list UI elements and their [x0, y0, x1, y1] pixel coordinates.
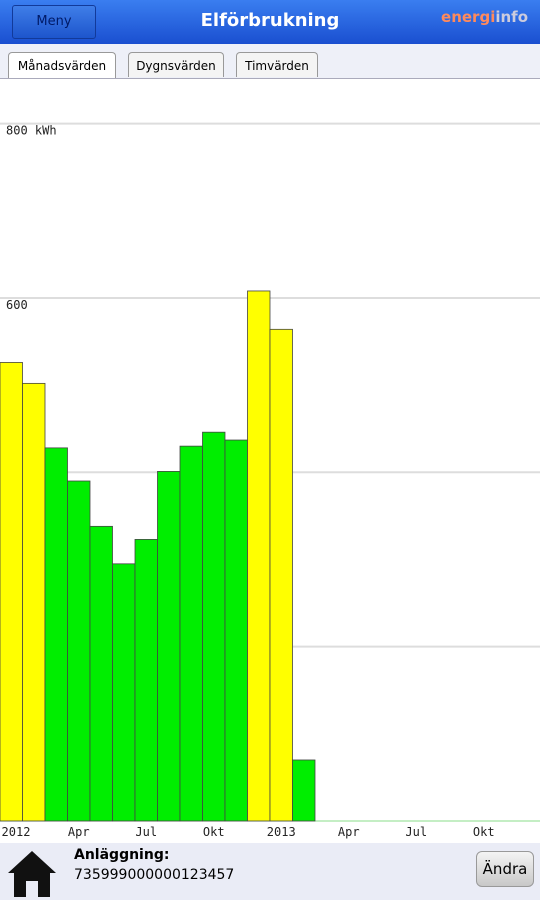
- y-tick-label: 600: [6, 298, 28, 312]
- x-tick-label: 2013: [267, 825, 296, 839]
- header: Meny Elförbrukning energiinfo: [0, 0, 540, 44]
- installation-label: Anläggning:: [74, 847, 170, 863]
- x-tick-label: Apr: [338, 825, 360, 839]
- bar: [89, 525, 113, 822]
- bar: [112, 563, 136, 822]
- footer: Anläggning: 735999000000123457 Ändra: [0, 843, 540, 900]
- bar: [44, 447, 68, 822]
- x-tick-label: Apr: [68, 825, 90, 839]
- bar: [67, 480, 91, 822]
- bar: [157, 471, 181, 822]
- x-tick-label: Jul: [135, 825, 157, 839]
- x-tick-label: Jul: [405, 825, 427, 839]
- tab[interactable]: Timvärden: [236, 52, 318, 77]
- bar: [179, 445, 203, 822]
- tab-bar: Månadsvärden Dygnsvärden Timvärden: [0, 44, 540, 79]
- x-tick-label: Okt: [203, 825, 225, 839]
- bar: [134, 539, 158, 822]
- logo-text: info: [495, 8, 528, 26]
- x-tick-label: 2012: [2, 825, 31, 839]
- chart: 200400600800 kWh2012AprJulOkt2013AprJulO…: [0, 122, 540, 839]
- tab[interactable]: Dygnsvärden: [128, 52, 224, 77]
- bar: [292, 759, 316, 822]
- home-icon[interactable]: [4, 847, 60, 899]
- menu-button[interactable]: Meny: [12, 5, 96, 39]
- bar: [224, 439, 248, 822]
- bar: [202, 431, 226, 822]
- logo: energiinfo: [441, 8, 528, 26]
- change-button[interactable]: Ändra: [476, 851, 534, 887]
- logo-text: energi: [441, 8, 496, 26]
- x-tick-label: Okt: [473, 825, 495, 839]
- bar: [22, 382, 46, 822]
- installation-id: 735999000000123457: [74, 867, 235, 883]
- tab[interactable]: Månadsvärden: [8, 52, 116, 78]
- title: Elförbrukning: [200, 10, 340, 31]
- bar: [247, 290, 271, 822]
- y-tick-label: 800 kWh: [6, 124, 57, 138]
- bar: [0, 362, 23, 822]
- bar: [269, 328, 293, 822]
